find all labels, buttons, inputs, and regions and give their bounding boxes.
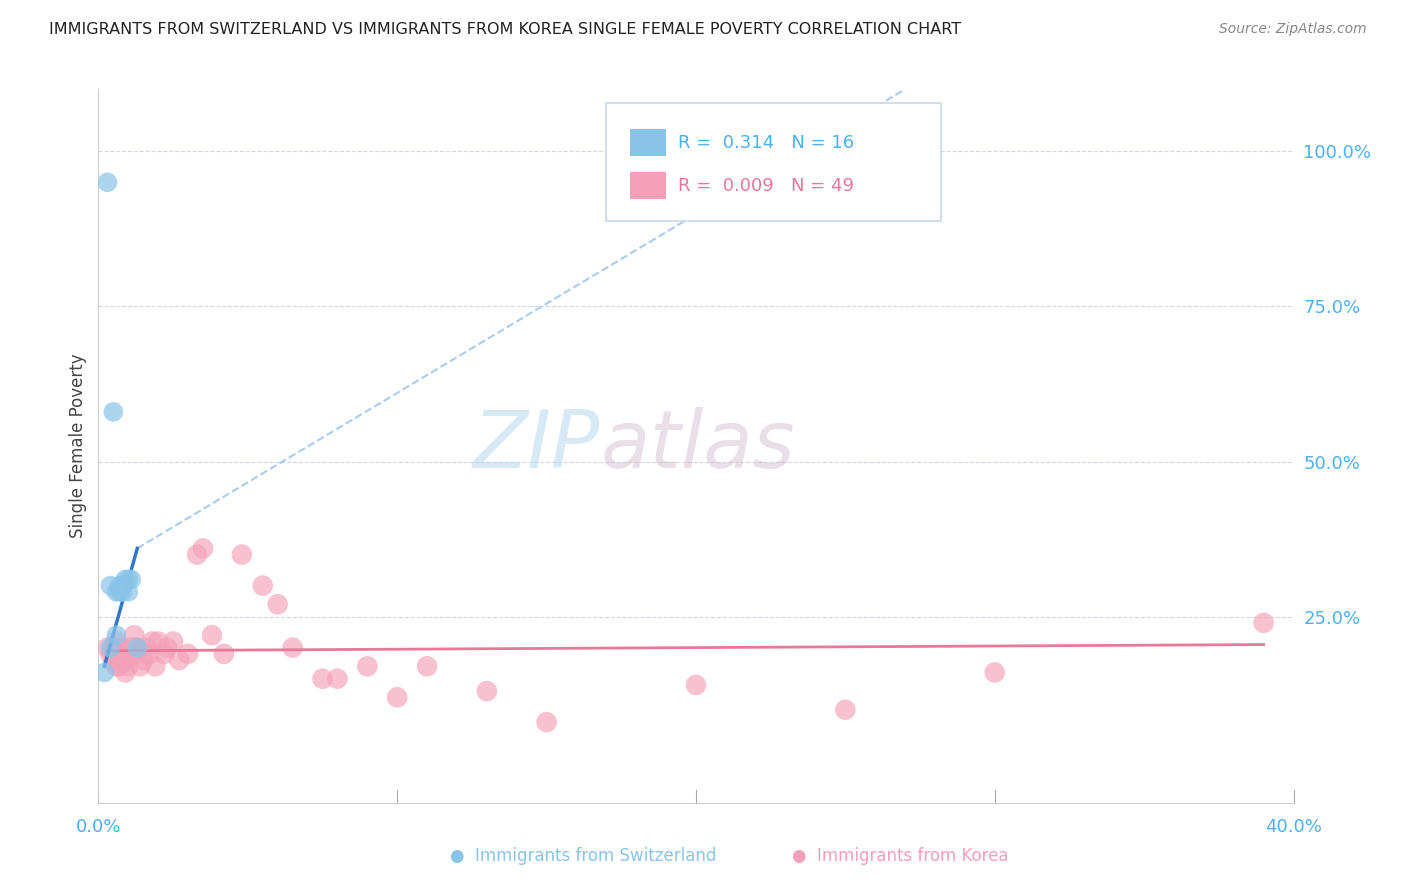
- Point: [103, 640, 125, 655]
- Text: IMMIGRANTS FROM SWITZERLAND VS IMMIGRANTS FROM KOREA SINGLE FEMALE POVERTY CORRE: IMMIGRANTS FROM SWITZERLAND VS IMMIGRANT…: [49, 22, 962, 37]
- Point: [96, 175, 118, 189]
- Point: [111, 653, 134, 667]
- Point: [356, 659, 378, 673]
- Point: [311, 672, 333, 686]
- Point: [108, 584, 131, 599]
- Point: [138, 647, 160, 661]
- Point: [135, 640, 157, 655]
- Point: [162, 634, 184, 648]
- Point: [111, 584, 134, 599]
- Point: [127, 640, 149, 655]
- Point: [103, 405, 125, 419]
- Point: [984, 665, 1007, 680]
- Point: [1253, 615, 1275, 630]
- Point: [111, 640, 134, 655]
- Point: [201, 628, 224, 642]
- Point: [117, 659, 139, 673]
- Point: [191, 541, 214, 556]
- Point: [100, 647, 122, 661]
- Point: [536, 715, 558, 730]
- Point: [103, 653, 125, 667]
- Point: [105, 628, 128, 642]
- Point: [114, 653, 136, 667]
- Text: atlas: atlas: [600, 407, 796, 485]
- Point: [93, 665, 115, 680]
- Point: [685, 678, 707, 692]
- Point: [167, 653, 190, 667]
- Point: [143, 659, 166, 673]
- Point: [120, 573, 142, 587]
- Point: [153, 647, 176, 661]
- Point: [281, 640, 304, 655]
- Text: R =  0.009   N = 49: R = 0.009 N = 49: [678, 177, 853, 194]
- Point: [124, 628, 146, 642]
- FancyBboxPatch shape: [606, 103, 941, 221]
- Text: 40.0%: 40.0%: [1265, 818, 1322, 837]
- Point: [105, 659, 128, 673]
- Bar: [630, 129, 666, 156]
- Text: Source: ZipAtlas.com: Source: ZipAtlas.com: [1219, 22, 1367, 37]
- Point: [252, 579, 274, 593]
- Point: [105, 584, 128, 599]
- Point: [129, 659, 152, 673]
- Point: [108, 579, 131, 593]
- Point: [148, 634, 170, 648]
- Point: [117, 573, 139, 587]
- Point: [231, 548, 253, 562]
- Point: [326, 672, 349, 686]
- Point: [416, 659, 439, 673]
- Point: [117, 584, 139, 599]
- Point: [156, 640, 179, 655]
- Point: [141, 634, 163, 648]
- Point: [127, 640, 149, 655]
- Point: [132, 653, 155, 667]
- Text: R =  0.314   N = 16: R = 0.314 N = 16: [678, 134, 855, 152]
- Point: [96, 640, 118, 655]
- Point: [108, 647, 131, 661]
- Point: [114, 573, 136, 587]
- Point: [267, 597, 290, 611]
- Point: [108, 659, 131, 673]
- Point: [100, 640, 122, 655]
- Text: ●  Immigrants from Switzerland: ● Immigrants from Switzerland: [450, 847, 717, 865]
- Point: [111, 579, 134, 593]
- Point: [177, 647, 200, 661]
- Text: ●  Immigrants from Korea: ● Immigrants from Korea: [792, 847, 1008, 865]
- Point: [124, 647, 146, 661]
- Point: [475, 684, 498, 698]
- Y-axis label: Single Female Poverty: Single Female Poverty: [69, 354, 87, 538]
- Point: [186, 548, 208, 562]
- Point: [834, 703, 856, 717]
- Text: ZIP: ZIP: [472, 407, 600, 485]
- Point: [117, 647, 139, 661]
- Point: [105, 634, 128, 648]
- Point: [100, 579, 122, 593]
- Point: [114, 665, 136, 680]
- Text: 0.0%: 0.0%: [76, 818, 121, 837]
- Bar: [630, 172, 666, 199]
- Point: [212, 647, 235, 661]
- Point: [385, 690, 409, 705]
- Point: [120, 640, 142, 655]
